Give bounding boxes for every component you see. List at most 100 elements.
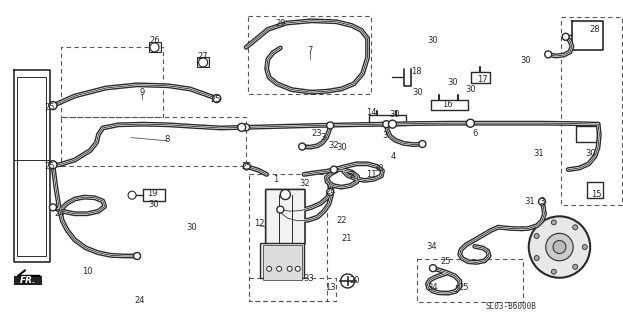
Circle shape [277,206,284,213]
Text: 30: 30 [447,78,459,87]
Circle shape [287,266,292,271]
Circle shape [573,225,578,230]
Text: 25: 25 [459,284,468,292]
Circle shape [49,204,57,211]
Bar [263,245,302,280]
Circle shape [573,264,578,269]
Circle shape [383,121,390,128]
Text: 16: 16 [442,100,453,109]
Text: 20: 20 [350,276,360,285]
Circle shape [546,233,573,261]
Circle shape [583,244,587,250]
Circle shape [280,189,290,200]
Text: 30: 30 [427,36,438,45]
Circle shape [551,220,556,225]
Text: 4: 4 [391,152,396,161]
Text: 14: 14 [366,108,376,117]
Text: 32: 32 [328,141,340,150]
Text: FR.: FR. [20,276,36,285]
Text: 9: 9 [140,88,145,97]
Circle shape [243,163,250,170]
Text: 2: 2 [350,171,354,180]
Circle shape [49,161,57,168]
Bar [260,243,304,278]
Circle shape [213,95,221,102]
Bar [561,17,622,205]
Text: 34: 34 [427,283,439,292]
Bar [61,47,163,117]
Text: 10: 10 [82,268,92,276]
Circle shape [49,161,57,168]
FancyArrowPatch shape [18,270,40,281]
Text: 13: 13 [325,284,336,292]
Text: 3: 3 [383,131,388,140]
Text: 24: 24 [325,188,335,196]
Circle shape [551,269,556,274]
Text: 7: 7 [307,46,312,55]
Circle shape [534,255,539,260]
Text: 32: 32 [299,180,310,188]
Text: 3: 3 [320,133,325,142]
Text: 22: 22 [336,216,346,225]
Text: 25: 25 [44,103,54,112]
Circle shape [467,120,474,127]
Text: 18: 18 [411,68,422,76]
Text: 30: 30 [373,164,384,173]
Circle shape [429,265,437,272]
Circle shape [213,94,221,102]
Circle shape [298,143,306,150]
Circle shape [330,166,338,173]
Text: 28: 28 [589,25,600,34]
FancyBboxPatch shape [14,276,42,285]
Bar [417,259,523,302]
Circle shape [326,188,334,196]
Bar [249,174,327,301]
Circle shape [295,266,300,271]
Text: 30: 30 [148,200,159,209]
Text: 30: 30 [520,56,531,65]
Bar [248,16,371,94]
Text: 34: 34 [426,242,437,251]
Circle shape [545,51,552,58]
Text: 31: 31 [533,149,545,158]
Text: 21: 21 [341,234,351,243]
Circle shape [267,266,272,271]
Circle shape [419,140,426,148]
Circle shape [49,102,57,109]
Text: 26: 26 [149,36,160,45]
Circle shape [277,266,282,271]
Text: 30: 30 [585,149,596,158]
Text: 25: 25 [44,162,54,171]
Text: SL03-B6000B: SL03-B6000B [485,302,536,311]
Text: 5: 5 [454,285,459,294]
Text: 3: 3 [540,197,545,206]
Text: 19: 19 [148,189,158,198]
Circle shape [538,198,546,205]
Circle shape [341,274,354,288]
Circle shape [389,120,396,128]
Text: 11: 11 [366,170,376,179]
Circle shape [199,58,207,67]
Text: 30: 30 [336,143,348,152]
Text: 24: 24 [135,296,145,305]
Circle shape [242,124,250,131]
Text: 25: 25 [242,162,252,171]
Circle shape [529,216,590,278]
Circle shape [49,161,57,169]
Circle shape [534,234,539,239]
Text: 12: 12 [254,220,264,228]
Text: 29: 29 [276,19,286,28]
Text: 25: 25 [440,257,450,266]
Text: 33: 33 [303,274,314,283]
Circle shape [133,252,141,260]
Circle shape [562,33,569,40]
Text: 30: 30 [186,223,197,232]
Text: 17: 17 [477,75,488,84]
Text: 27: 27 [197,52,209,61]
Text: 30: 30 [389,110,400,119]
Circle shape [238,123,245,131]
Text: 24: 24 [55,209,65,218]
Text: 25: 25 [211,95,221,104]
Circle shape [553,241,566,253]
Text: 30: 30 [412,88,423,97]
